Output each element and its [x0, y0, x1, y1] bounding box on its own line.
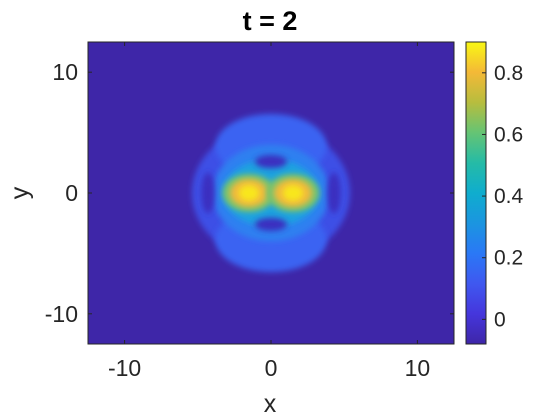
- colorbar-tick-label: 0.6: [494, 123, 523, 146]
- chart-title: t = 2: [243, 6, 298, 36]
- x-axis: -10 0 10: [108, 42, 430, 381]
- side-arc-left: [201, 172, 215, 214]
- heatmap-field: [191, 113, 351, 273]
- y-tick-label: -10: [45, 301, 78, 327]
- plot-area: [87, 41, 455, 345]
- colorbar-tick-label: 0.8: [494, 62, 523, 85]
- x-axis-label: x: [264, 390, 277, 418]
- peak-right-core: [282, 184, 304, 202]
- y-tick-label: 10: [52, 59, 78, 85]
- colorbar-tick-label: 0: [494, 308, 506, 331]
- colorbar-ticks: 0 0.2 0.4 0.6 0.8: [482, 62, 524, 331]
- colorbar-tick-label: 0.4: [494, 185, 524, 208]
- colorbar: 0 0.2 0.4 0.6 0.8: [465, 41, 524, 345]
- x-tick-label: -10: [108, 355, 141, 381]
- x-tick-label: 10: [405, 355, 431, 381]
- y-axis: -10 0 10: [45, 59, 454, 327]
- peak-left-core: [238, 184, 260, 202]
- y-axis-label: y: [6, 186, 34, 199]
- side-arc-right: [327, 172, 341, 214]
- y-tick-label: 0: [65, 180, 78, 206]
- colorbar-gradient: [465, 41, 487, 345]
- ring-top-dip: [254, 155, 288, 169]
- ring-bottom-dip: [254, 217, 288, 231]
- x-tick-label: 0: [265, 355, 278, 381]
- colorbar-tick-label: 0.2: [494, 247, 523, 270]
